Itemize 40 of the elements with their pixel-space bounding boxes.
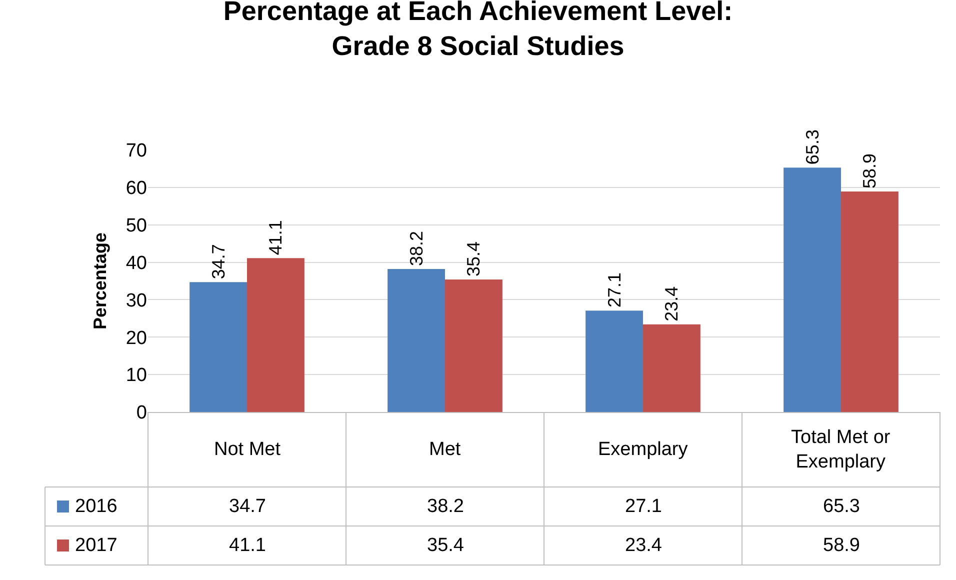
bar [388, 269, 445, 412]
data-label: 65.3 [802, 130, 822, 165]
y-tick-label: 50 [126, 216, 147, 237]
data-label: 34.7 [208, 244, 228, 280]
data-label: 38.2 [406, 230, 426, 266]
bar [190, 282, 247, 412]
text: 35.4 [427, 535, 464, 556]
x-tick-label: Exemplary [598, 439, 688, 460]
bar [841, 192, 898, 412]
text: 23.4 [625, 535, 662, 556]
y-tick-label: 20 [126, 328, 147, 349]
y-tick-label: 30 [126, 290, 147, 312]
bar [643, 324, 700, 412]
y-tick-label: 40 [126, 252, 147, 274]
legend-label: 2017 [75, 535, 118, 556]
bar [247, 258, 304, 412]
legend-label: 2016 [75, 496, 118, 517]
data-label: 41.1 [266, 220, 286, 256]
x-tick-label: Met [429, 439, 462, 460]
x-tick-label: Not Met [214, 439, 282, 460]
x-tick-label: Total Met or Exemplary [791, 427, 891, 473]
text: 58.9 [823, 535, 860, 556]
y-tick-label: 0 [136, 402, 147, 424]
bar [586, 310, 643, 412]
y-tick-label: 60 [126, 178, 147, 200]
text: 41.1 [229, 535, 266, 556]
data-label: 27.1 [604, 272, 624, 308]
y-axis-title: Percentage [90, 232, 110, 330]
bar [445, 280, 502, 412]
text: 27.1 [625, 496, 662, 517]
data-label: 58.9 [860, 154, 880, 189]
data-label: 35.4 [464, 241, 484, 276]
bar [784, 168, 841, 412]
y-tick-label: 10 [126, 365, 147, 386]
data-label: 23.4 [662, 286, 682, 322]
y-tick-label: 70 [126, 140, 147, 162]
text: 34.7 [229, 496, 266, 517]
text: 65.3 [823, 496, 860, 517]
chart-title: Percentage at Each Achievement Level: Grade 8 Social Studies [223, 0, 733, 62]
text: 38.2 [427, 496, 464, 517]
